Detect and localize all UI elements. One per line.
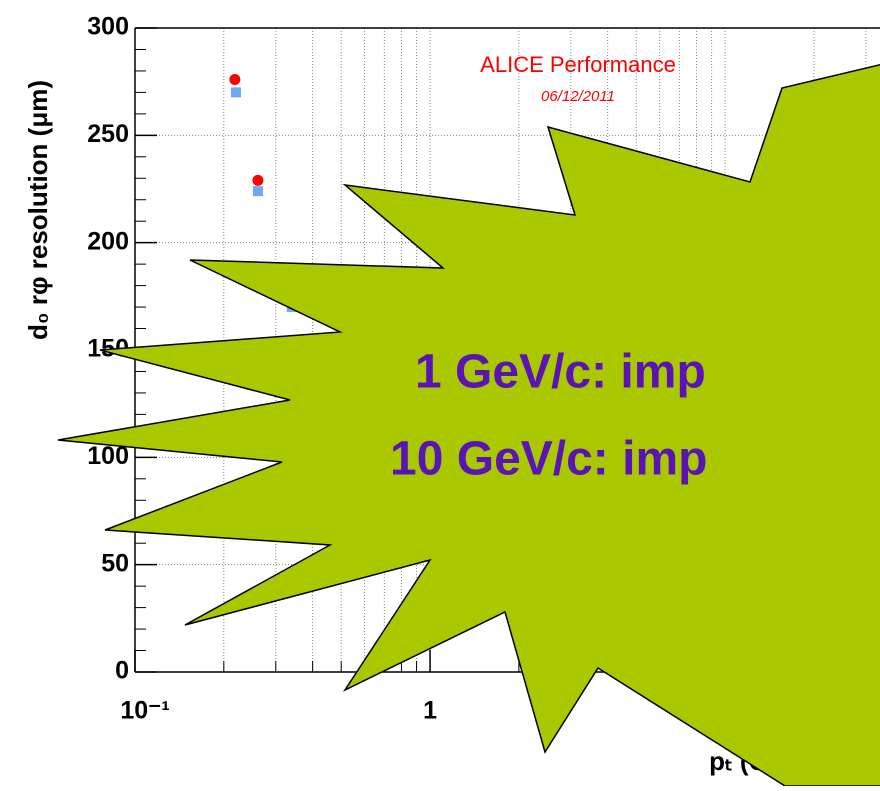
chart: 05010015020025030010⁻¹110 d₀ rφ resoluti…	[0, 0, 880, 786]
annotation: 06/12/2011	[541, 88, 615, 105]
y-tick-label: 50	[101, 549, 129, 577]
callout-text: 10 GeV/c: imp	[390, 433, 707, 486]
annotation: ALICE Performance	[480, 52, 676, 77]
y-tick-label: 300	[87, 13, 129, 41]
callout-text: 1 GeV/c: imp	[415, 346, 706, 399]
y-axis-label: d₀ rφ resolution (μm)	[23, 80, 53, 340]
y-tick-label: 200	[87, 227, 129, 255]
x-tick-label: 10⁻¹	[120, 697, 169, 725]
point	[253, 186, 263, 196]
point	[231, 87, 241, 97]
point	[252, 175, 263, 186]
y-tick-label: 250	[87, 120, 129, 148]
point	[229, 74, 240, 85]
y-tick-label: 0	[115, 657, 129, 685]
x-tick-label: 1	[423, 697, 437, 725]
